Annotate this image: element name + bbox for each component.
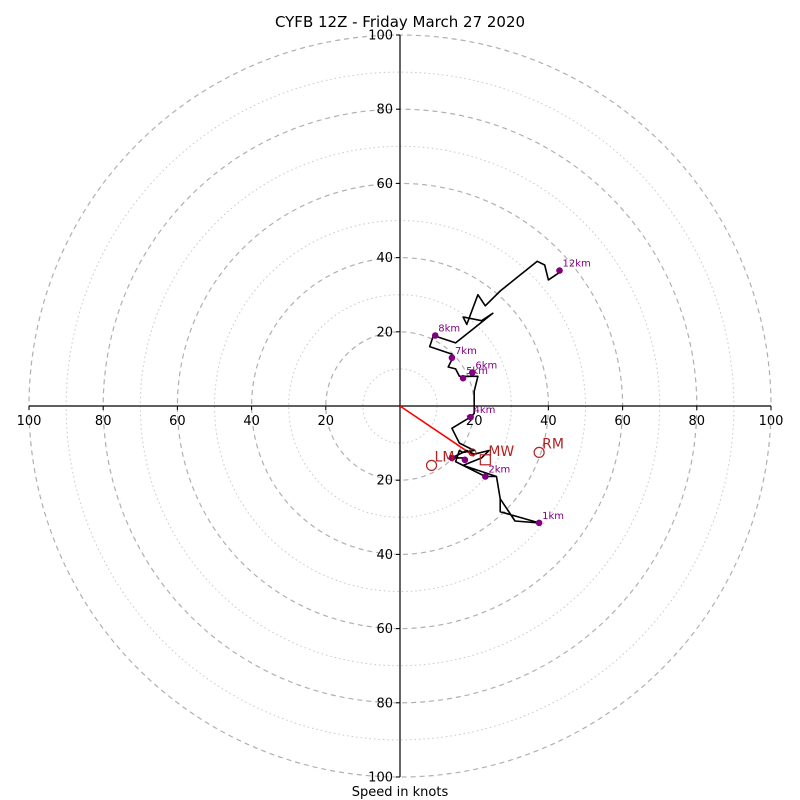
- x-tick-label: 80: [95, 414, 112, 429]
- y-tick-label: 100: [368, 771, 393, 786]
- chart-title: CYFB 12Z - Friday March 27 2020: [275, 13, 525, 31]
- height-marker: [535, 519, 543, 527]
- height-marker: [448, 354, 456, 362]
- height-label: 6km: [475, 361, 497, 372]
- y-tick-label: 20: [376, 325, 393, 340]
- x-axis-label: Speed in knots: [352, 785, 449, 800]
- storm-motion-label: MW: [488, 444, 514, 460]
- x-tick-label: 60: [614, 414, 631, 429]
- tick-labels: 100 80 60 40 20 20 40 60 80 100100806040202040608…: [17, 29, 784, 786]
- height-label: 5km: [466, 366, 488, 377]
- x-tick-label: 40: [540, 414, 557, 429]
- x-tick-label: 60: [169, 414, 186, 429]
- storm-motion-marker: [533, 446, 545, 458]
- y-tick-label: 80: [376, 103, 393, 118]
- height-label: 7km: [455, 346, 477, 357]
- x-tick-label: 40: [243, 414, 260, 429]
- y-tick-label: 60: [376, 177, 393, 192]
- x-tick-label: 100: [17, 414, 42, 429]
- height-marker: [448, 454, 456, 462]
- y-tick-label: 100: [368, 29, 393, 44]
- y-tick-label: 60: [376, 622, 393, 637]
- shear-vector-line: [399, 405, 475, 457]
- storm-motion-marker: [425, 459, 438, 471]
- mean-wind-marker: [479, 454, 491, 466]
- y-tick-label: 80: [376, 696, 393, 711]
- y-tick-label: 40: [376, 548, 393, 563]
- x-tick-label: 80: [689, 414, 706, 429]
- height-marker: [482, 473, 489, 480]
- y-tick-label: 40: [376, 251, 393, 266]
- storm-motion-label: RM: [542, 436, 564, 452]
- height-marker: [467, 413, 474, 421]
- height-marker: [556, 267, 563, 274]
- height-label: 1km: [542, 511, 564, 522]
- height-label: 4km: [473, 405, 495, 416]
- storm-motion-label: LM: [435, 449, 455, 465]
- height-marker: [469, 369, 476, 376]
- height-marker: [431, 332, 439, 339]
- height-marker: [459, 374, 467, 382]
- height-label: 12km: [563, 259, 591, 270]
- x-tick-label: 100: [759, 414, 784, 429]
- hodograph-line: [428, 260, 560, 524]
- height-label: 8km: [438, 324, 460, 335]
- y-tick-label: 20: [376, 474, 393, 489]
- x-tick-label: 20: [318, 414, 335, 429]
- height-marker: [461, 456, 469, 464]
- storm-motion-marker: [468, 448, 477, 457]
- height-label: 2km: [488, 464, 510, 475]
